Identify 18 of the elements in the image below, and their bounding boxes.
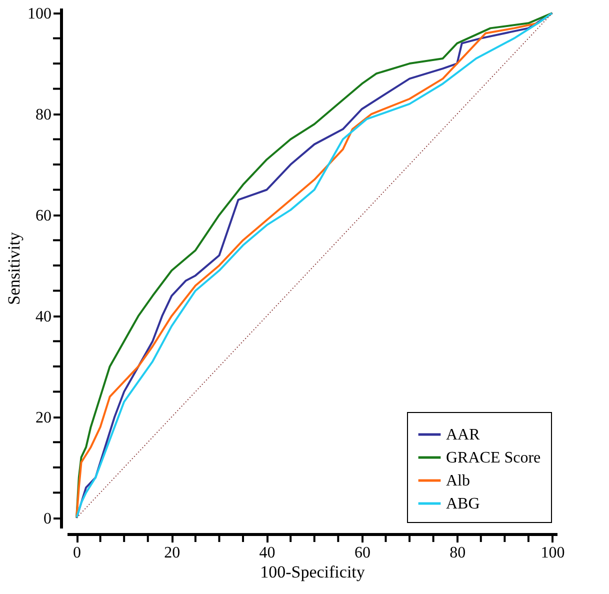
x-tick-label: 80 bbox=[450, 544, 466, 562]
y-tick-label: 80 bbox=[36, 106, 52, 124]
y-axis-title: Sensitivity bbox=[4, 232, 24, 305]
x-tick-label: 60 bbox=[354, 544, 370, 562]
legend-label: GRACE Score bbox=[446, 450, 541, 466]
y-tick-label: 20 bbox=[36, 409, 52, 426]
y-tick-label: 0 bbox=[44, 510, 52, 528]
x-tick-label: 20 bbox=[164, 544, 180, 562]
legend-label: ABG bbox=[446, 496, 480, 512]
legend-label: Alb bbox=[446, 472, 470, 490]
x-tick-label: 40 bbox=[259, 544, 276, 562]
y-tick-label: 60 bbox=[36, 207, 52, 224]
x-axis-title: 100-Specificity bbox=[260, 562, 366, 582]
y-tick-label: 100 bbox=[28, 6, 52, 23]
legend-label: AAR bbox=[446, 426, 480, 444]
x-tick-label: 0 bbox=[73, 544, 82, 562]
x-tick-label: 100 bbox=[540, 544, 565, 562]
y-tick-label: 40 bbox=[36, 308, 52, 326]
